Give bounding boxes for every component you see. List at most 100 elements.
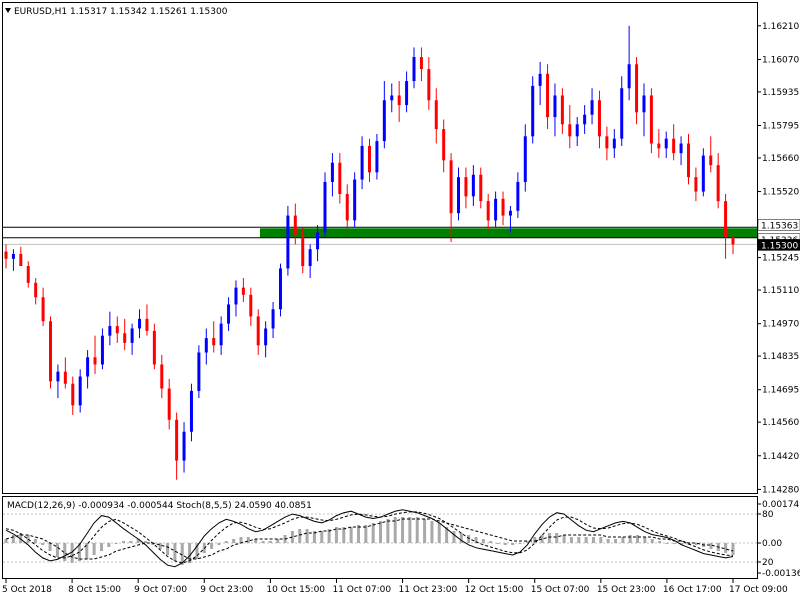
- macd-hist-bar: [489, 541, 493, 543]
- candle-body: [41, 297, 45, 322]
- candle-body: [605, 136, 609, 149]
- candle-body: [501, 198, 505, 216]
- candle-body: [175, 419, 179, 461]
- macd-hist-bar: [121, 541, 125, 543]
- price-tick-label: 1.14695: [762, 386, 799, 396]
- candle-body: [583, 114, 587, 125]
- main-chart-frame: [2, 2, 758, 494]
- candle-body: [546, 73, 550, 118]
- candle-body: [731, 237, 735, 245]
- stoch-signal-line: [5, 511, 734, 564]
- macd-hist-bar: [437, 523, 441, 543]
- macd-hist-bar: [261, 541, 265, 543]
- macd-hist-bar: [672, 543, 676, 544]
- candle-body: [345, 193, 349, 221]
- macd-hist-bar: [577, 537, 581, 543]
- macd-hist-bar: [239, 537, 243, 543]
- macd-hist-bar: [320, 531, 324, 543]
- candle-body: [308, 249, 312, 267]
- time-tick-label: 15 Oct 23:00: [597, 585, 656, 595]
- candle-body: [123, 333, 127, 343]
- candle-body: [71, 383, 75, 406]
- macd-hist-bar: [305, 529, 309, 543]
- candle-body: [360, 145, 364, 180]
- price-tick-label: 1.14835: [762, 352, 799, 362]
- candle-body: [4, 251, 8, 259]
- macd-hist-bar: [276, 539, 280, 543]
- macd-hist-bar: [628, 535, 632, 543]
- macd-hist-bar: [246, 537, 250, 543]
- time-tick-label: 15 Oct 07:00: [531, 585, 590, 595]
- candle-body: [516, 181, 520, 211]
- macd-hist-bar: [540, 535, 544, 543]
- candle-body: [353, 179, 357, 221]
- macd-hist-bar: [547, 533, 551, 543]
- candle-body: [486, 201, 490, 221]
- candle-body: [724, 201, 728, 238]
- candle-body: [590, 100, 594, 115]
- macd-hist-bar: [643, 537, 647, 543]
- macd-hist-bar: [525, 541, 529, 543]
- candle-body: [412, 57, 416, 82]
- stoch-20-label: 20: [762, 558, 774, 568]
- triangle-down-icon[interactable]: [5, 8, 11, 13]
- candle-body: [457, 177, 461, 214]
- candle-body: [204, 338, 208, 353]
- macd-hist-bar: [408, 517, 412, 543]
- macd-hist-bar: [41, 543, 45, 545]
- candle-body: [620, 88, 624, 139]
- macd-hist-bar: [430, 521, 434, 543]
- macd-hist-bar: [224, 541, 228, 543]
- candle-body: [494, 198, 498, 221]
- macd-hist-bar: [393, 517, 397, 543]
- candle-body: [568, 124, 572, 137]
- price-tick-label: 1.14970: [762, 320, 799, 330]
- macd-hist-bar: [533, 537, 537, 543]
- time-tick-label: 9 Oct 07:00: [134, 585, 187, 595]
- price-tick-label: 1.15245: [762, 254, 799, 264]
- stoch-main-line: [5, 509, 734, 568]
- candle-body: [264, 328, 268, 346]
- macd-hist-bar: [158, 543, 162, 549]
- candle-body: [86, 357, 90, 377]
- macd-hist-bar: [268, 541, 272, 543]
- candle-body: [338, 162, 342, 194]
- macd-hist-bar: [195, 543, 199, 559]
- time-tick-label: 11 Oct 07:00: [332, 585, 391, 595]
- candle-body: [249, 294, 253, 317]
- macd-hist-bar: [658, 541, 662, 543]
- macd-hist-bar: [114, 543, 118, 544]
- candle-body: [78, 376, 82, 406]
- candle-body: [241, 287, 245, 295]
- time-tick-label: 16 Oct 17:00: [663, 585, 722, 595]
- macd-hist-bar: [386, 519, 390, 543]
- price-tick-label: 1.15110: [762, 286, 799, 296]
- macd-hist-bar: [254, 539, 258, 543]
- macd-hist-bar: [26, 535, 30, 543]
- time-tick-label: 17 Oct 09:00: [729, 585, 788, 595]
- candle-body: [635, 64, 639, 113]
- macd-hist-bar: [379, 521, 383, 543]
- candle-body: [419, 57, 423, 70]
- macd-hist-bar: [709, 543, 713, 549]
- candle-body: [538, 73, 542, 86]
- macd-max-label: 0.001747: [762, 500, 800, 510]
- candle-body: [390, 95, 394, 101]
- candle-body: [197, 352, 201, 391]
- candle-body: [382, 100, 386, 142]
- stoch-80-label: 80: [762, 510, 774, 520]
- macd-hist-bar: [569, 537, 573, 543]
- time-tick-label: 12 Oct 15:00: [465, 585, 524, 595]
- candle-body: [56, 371, 60, 382]
- macd-hist-bar: [129, 541, 133, 543]
- time-axis: 5 Oct 2018 8 Oct 15:00 9 Oct 07:00 9 Oct 23…: [2, 579, 788, 595]
- price-tick-label: 1.15520: [762, 188, 799, 198]
- candle-body: [227, 304, 231, 324]
- candle-body: [167, 388, 171, 420]
- price-label-current: 1.15300: [761, 241, 798, 251]
- time-tick-label: 10 Oct 15:00: [266, 585, 325, 595]
- macd-hist-bar: [665, 543, 669, 544]
- macd-hist-bar: [48, 543, 52, 551]
